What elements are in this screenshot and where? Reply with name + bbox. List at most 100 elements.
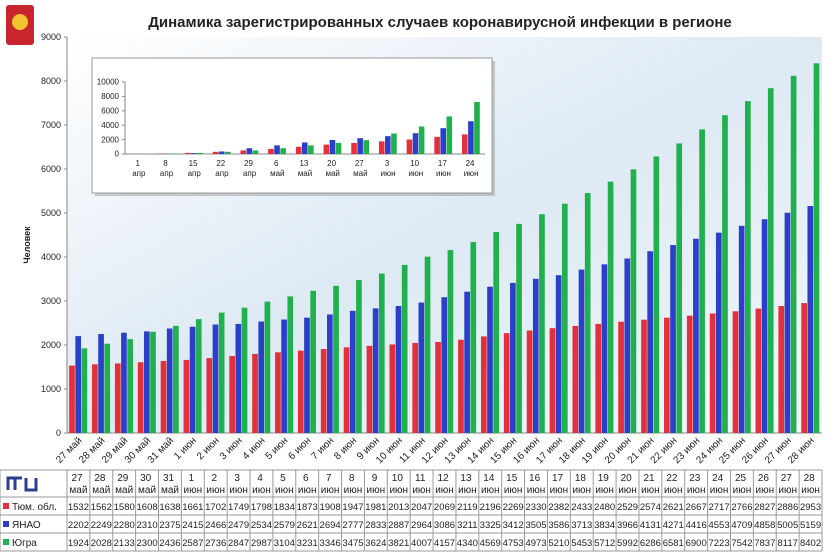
bar: [308, 145, 314, 154]
table-cell: 3586: [548, 520, 569, 531]
bar: [745, 101, 751, 433]
bar: [601, 264, 608, 433]
bar: [197, 152, 203, 154]
bar: [618, 321, 624, 433]
table-cell: 7223: [708, 538, 729, 549]
table-cell: 1661: [182, 502, 203, 513]
bar: [183, 359, 190, 433]
table-cell: 2466: [205, 520, 226, 531]
bar: [281, 319, 287, 433]
table-cell: 2621: [663, 502, 684, 513]
bar: [532, 278, 539, 433]
bar: [653, 156, 660, 433]
table-cell: 3505: [525, 520, 546, 531]
table-header: 19 июн: [595, 473, 614, 496]
bar: [778, 306, 785, 433]
bar: [715, 232, 722, 433]
table-cell: 3412: [503, 520, 524, 531]
bar: [246, 148, 253, 154]
bar: [738, 225, 745, 433]
table-header: 26 июн: [755, 473, 774, 496]
bar: [790, 75, 797, 434]
table-cell: 2833: [365, 520, 386, 531]
table-cell: 2534: [251, 520, 272, 531]
x-tick-label: 29 апр: [243, 159, 257, 178]
y-tick-label: 1000: [41, 384, 61, 394]
table-cell: 4569: [480, 538, 501, 549]
bar: [252, 150, 259, 154]
table-cell: 2382: [548, 502, 569, 513]
bar: [264, 301, 271, 433]
y-tick-label: 7000: [41, 120, 61, 130]
bar: [458, 339, 464, 433]
y-tick-label: 4000: [101, 121, 119, 130]
table-cell: 5992: [617, 538, 638, 549]
bar: [784, 212, 791, 433]
bar: [641, 319, 647, 433]
y-tick-label: 8000: [101, 92, 119, 101]
table-cell: 2587: [182, 538, 203, 549]
table-cell: 3086: [434, 520, 455, 531]
table-cell: 1608: [137, 502, 158, 513]
table-cell: 1798: [251, 502, 272, 513]
legend-label: Югра: [12, 538, 37, 549]
table-cell: 3475: [342, 538, 363, 549]
bar: [366, 345, 373, 433]
table-cell: 2269: [503, 502, 524, 513]
bar: [185, 152, 191, 154]
table-header: 9 июн: [367, 473, 386, 496]
y-tick-label: 8000: [41, 76, 61, 86]
table-cell: 5453: [571, 538, 592, 549]
bar: [435, 341, 441, 433]
bar: [320, 349, 327, 433]
bar: [385, 136, 391, 154]
x-tick-label: 17 июн: [436, 159, 451, 178]
bar: [150, 331, 156, 433]
table-cell: 3834: [594, 520, 615, 531]
table-header: 1 июн: [184, 473, 203, 496]
bar: [189, 326, 196, 433]
bar: [323, 144, 330, 154]
bar: [195, 319, 202, 433]
bar: [143, 331, 150, 433]
y-tick-label: 6000: [101, 106, 119, 115]
bar: [378, 141, 385, 154]
bar: [121, 332, 127, 433]
bar: [75, 336, 82, 433]
table-cell: 3211: [457, 520, 477, 531]
table-cell: 2375: [159, 520, 180, 531]
table-cell: 4973: [525, 538, 546, 549]
bar: [434, 136, 440, 154]
table-header: 13 июн: [458, 473, 477, 496]
y-tick-label: 5000: [41, 208, 61, 218]
bar: [755, 308, 762, 433]
inset: [91, 57, 495, 196]
table-cell: 1638: [159, 502, 180, 513]
legend-label: Тюм. обл.: [12, 501, 57, 513]
table-cell: 2953: [800, 502, 821, 513]
bar: [280, 148, 286, 154]
y-tick-label: 10000: [97, 78, 120, 87]
table-cell: 2013: [388, 502, 409, 513]
bar: [493, 231, 500, 433]
table-cell: 2479: [228, 520, 249, 531]
bar: [310, 290, 316, 433]
table-cell: 7837: [754, 538, 775, 549]
bar: [807, 206, 814, 433]
y-tick-label: 2000: [41, 340, 61, 350]
table-cell: 4340: [457, 538, 478, 549]
bar: [287, 296, 294, 433]
table-header: 6 июн: [298, 473, 317, 496]
bar: [412, 342, 419, 433]
bar: [295, 146, 302, 154]
table-cell: 2847: [228, 538, 249, 549]
table-cell: 2280: [114, 520, 135, 531]
table-cell: 3966: [617, 520, 638, 531]
table-cell: 2310: [137, 520, 158, 531]
chart-title: Динамика зарегистрированных случаев коро…: [148, 14, 732, 31]
y-tick-label: 0: [56, 428, 61, 438]
x-tick-label: 10 июн: [408, 159, 423, 178]
table-cell: 4709: [731, 520, 752, 531]
table-cell: 1580: [114, 502, 135, 513]
table-cell: 1749: [228, 502, 249, 513]
